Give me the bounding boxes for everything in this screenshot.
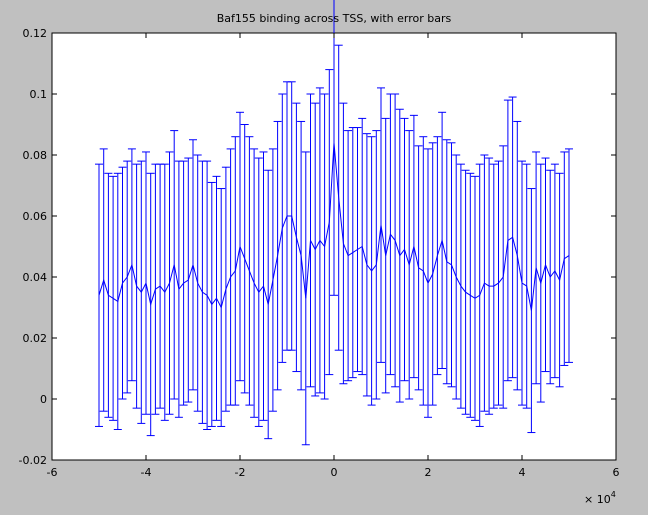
data-marks: [95, 0, 573, 446]
y-tick-label: 0: [40, 393, 47, 406]
y-tick-label: 0.08: [23, 149, 48, 162]
y-tick-label: 0.12: [23, 27, 48, 40]
y-tick-label: 0.02: [23, 332, 48, 345]
x-tick-label: -2: [235, 466, 246, 479]
x-axis-exponent-base: × 10: [584, 493, 611, 506]
x-tick-label: -4: [141, 466, 152, 479]
x-tick-label: 6: [613, 466, 620, 479]
axis-ticks: -6 -4 -2 0 2 4 6 -0.02 0 0.02 0.04 0.06 0.08 0.1 0.12: [19, 27, 620, 479]
x-axis-exponent-label: × 104: [584, 490, 616, 506]
x-tick-label: 0: [331, 466, 338, 479]
y-tick-label: 0.04: [23, 271, 48, 284]
chart-title: Baf155 binding across TSS, with error ba…: [217, 12, 452, 25]
x-axis-exponent-power: 4: [611, 490, 616, 499]
x-tick-label: -6: [47, 466, 58, 479]
y-tick-label: -0.02: [19, 454, 47, 467]
series-line: [98, 142, 570, 311]
x-tick-label: 4: [519, 466, 526, 479]
x-tick-label: 2: [425, 466, 432, 479]
y-tick-label: 0.06: [23, 210, 48, 223]
y-tick-label: 0.1: [30, 88, 48, 101]
